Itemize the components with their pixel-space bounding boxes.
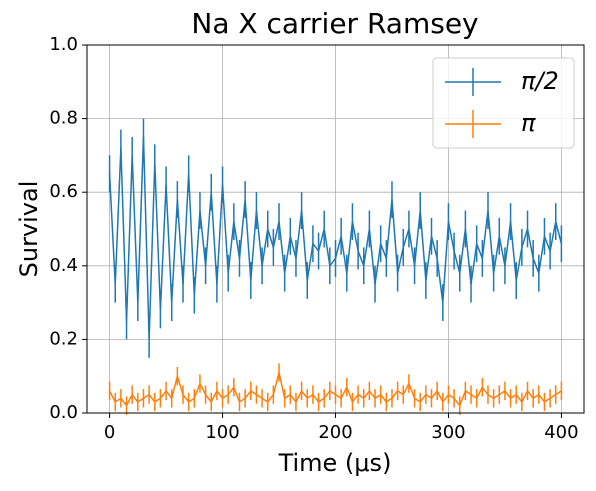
legend-label: π/2 <box>521 67 559 95</box>
x-tick-label: 100 <box>205 422 239 443</box>
plot-frame <box>86 44 585 414</box>
y-tick-label: 0.0 <box>49 402 78 423</box>
y-tick-label: 0.6 <box>49 181 78 202</box>
x-axis-label: Time (μs) <box>278 449 392 477</box>
y-tick-label: 0.8 <box>49 108 78 129</box>
x-tick-label: 400 <box>544 422 578 443</box>
x-tick-label: 200 <box>318 422 352 443</box>
series-line <box>108 136 563 340</box>
chart-title: Na X carrier Ramsey <box>191 7 478 40</box>
y-tick-label: 1.0 <box>49 34 78 55</box>
y-tick-label: 0.4 <box>49 255 78 276</box>
legend-box <box>432 57 575 149</box>
x-tick-label: 0 <box>104 422 115 443</box>
series-line <box>108 372 562 408</box>
legend-label: π <box>521 109 536 137</box>
y-axis-label: Survival <box>15 181 43 278</box>
x-tick-label: 300 <box>431 422 465 443</box>
y-tick-label: 0.2 <box>49 328 78 349</box>
